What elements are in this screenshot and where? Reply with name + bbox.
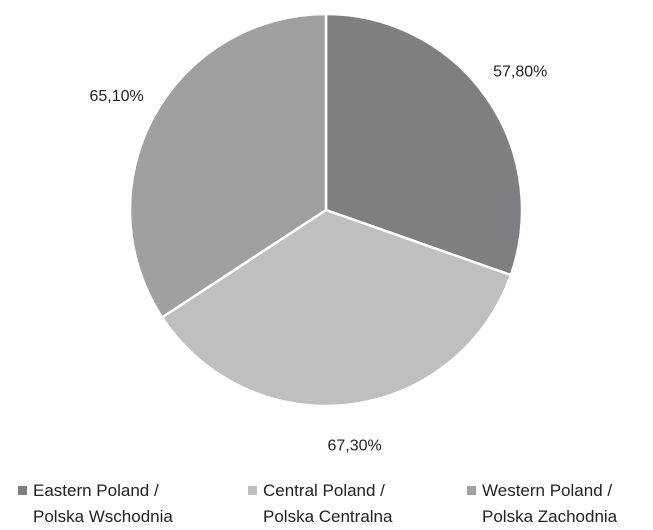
data-label: 65,10% [89, 88, 143, 105]
legend-swatch [18, 486, 27, 495]
legend-swatch [467, 486, 476, 495]
legend-item: Central Poland / Polska Centralna [248, 478, 392, 530]
legend-label: Eastern Poland / Polska Wschodnia [33, 481, 173, 526]
legend-label: Central Poland / Polska Centralna [263, 481, 393, 526]
data-label: 67,30% [327, 437, 381, 454]
pie-slice [324, 12, 524, 277]
legend-item: Eastern Poland / Polska Wschodnia [18, 478, 173, 530]
legend-item: Western Poland / Polska Zachodnia [467, 478, 617, 530]
chart: 57,80% 67,30% 65,10% [89, 12, 547, 455]
legend-swatch [248, 486, 257, 495]
pie-slice [160, 208, 513, 408]
pie-slice [128, 12, 328, 320]
data-label: 57,80% [493, 64, 547, 81]
legend-label: Western Poland / Polska Zachodnia [482, 481, 618, 526]
